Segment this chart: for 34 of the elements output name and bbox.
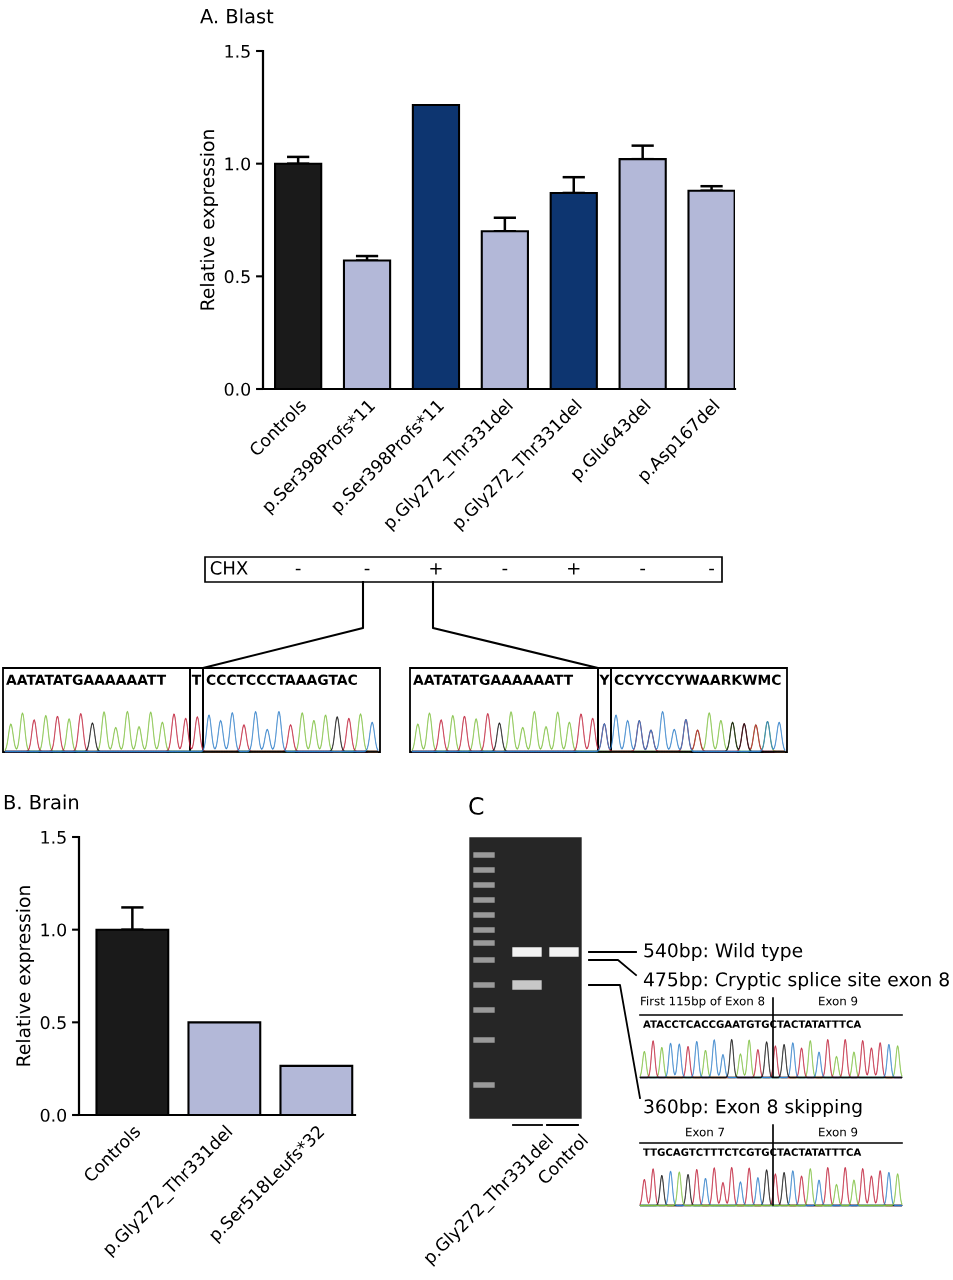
text: - [709, 568, 714, 571]
text: - [364, 568, 370, 571]
y-tick-label: 0.0 [40, 1108, 67, 1122]
chart-title: A. Blast [200, 8, 274, 24]
text: Y [599, 674, 610, 685]
y-tick-label: 0.0 [224, 382, 251, 396]
text: + [568, 563, 580, 575]
text: CHX [210, 561, 248, 575]
text: C [469, 796, 484, 815]
text: AATATATGAAAAAATT [413, 674, 574, 686]
y-tick-label: 1.5 [41, 830, 66, 844]
text: T [191, 674, 202, 685]
y-axis-title: Relative expression [15, 886, 35, 1066]
text: Exon 9 [819, 996, 858, 1006]
chart-title: B. Brain [4, 794, 79, 810]
text: 475bp: Cryptic splice site exon 8 [643, 971, 949, 991]
text: 540bp: Wild type [644, 942, 803, 962]
text: AATATATGAAAAAATT [6, 674, 167, 686]
text: CCYYCCYWAARKWMC [614, 674, 781, 686]
y-axis-title: Relative expression [199, 130, 219, 310]
text: + [430, 563, 442, 575]
text: Exon 9 [819, 1127, 858, 1137]
text: - [640, 568, 646, 571]
text: First 115bp of Exon 8 [641, 996, 765, 1008]
y-tick-label: 1.0 [225, 157, 251, 171]
y-tick-label: 0.5 [40, 1016, 66, 1030]
text: Exon 7 [686, 1127, 725, 1137]
text: 360bp: Exon 8 skipping [644, 1098, 862, 1118]
text: - [295, 568, 301, 571]
y-tick-label: 1.5 [225, 44, 250, 58]
text: CCCTCCCTAAAGTAC [206, 674, 357, 686]
text: - [502, 568, 508, 571]
y-tick-label: 1.0 [41, 923, 67, 937]
y-tick-label: 0.5 [224, 270, 250, 284]
